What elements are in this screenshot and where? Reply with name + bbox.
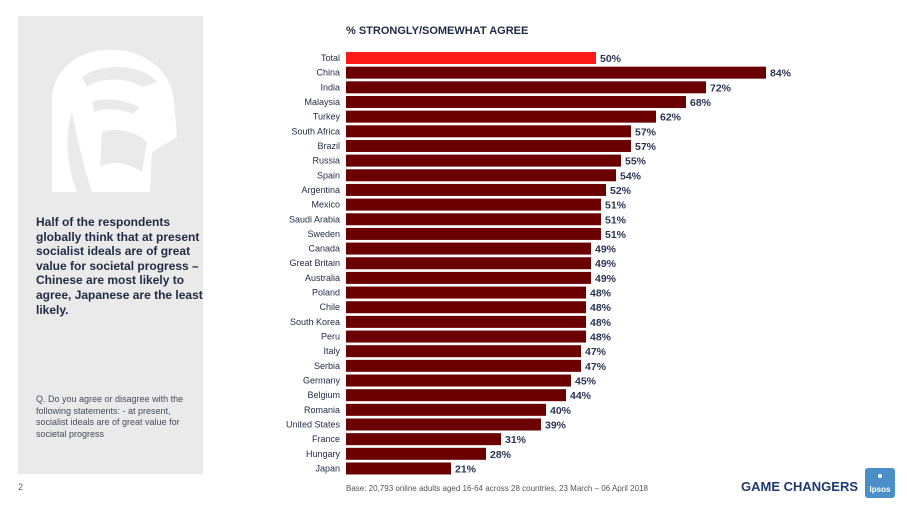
bar-united-states [346,418,541,431]
category-label-sweden: Sweden [307,229,340,239]
category-label-total: Total [321,53,340,63]
category-label-saudi-arabia: Saudi Arabia [289,214,340,224]
value-label-brazil: 57% [635,141,657,153]
value-label-australia: 49% [595,273,617,285]
left-panel: Half of the respondents globally think t… [18,16,203,474]
category-label-italy: Italy [323,346,340,356]
value-label-serbia: 47% [585,361,607,373]
bar-brazil [346,139,631,152]
category-label-hungary: Hungary [306,449,341,459]
category-label-belgium: Belgium [307,390,340,400]
bar-germany [346,374,571,387]
bar-italy [346,345,581,358]
bar-great-britain [346,257,591,270]
value-label-poland: 48% [590,288,612,300]
value-label-germany: 45% [575,376,597,388]
bar-south-korea [346,315,586,328]
bar-india [346,81,706,94]
category-label-great-britain: Great Britain [289,258,340,268]
value-label-turkey: 62% [660,112,682,124]
category-label-russia: Russia [312,156,340,166]
bar-france [346,433,501,446]
value-label-japan: 21% [455,463,477,475]
category-label-south-africa: South Africa [291,126,340,136]
logo-dot-icon [878,474,882,478]
bar-japan [346,462,451,475]
page-number: 2 [18,482,24,492]
bar-argentina [346,183,606,196]
bar-mexico [346,198,601,211]
chart-title: % STRONGLY/SOMEWHAT AGREE [346,25,529,37]
category-label-india: India [320,82,340,92]
bar-russia [346,154,621,167]
value-label-united-states: 39% [545,420,567,432]
value-label-india: 72% [710,82,732,94]
value-label-malaysia: 68% [690,97,712,109]
category-label-japan: Japan [315,463,340,473]
bar-canada [346,242,591,255]
value-label-italy: 47% [585,346,607,358]
category-label-serbia: Serbia [314,361,340,371]
category-label-canada: Canada [308,244,340,254]
category-label-turkey: Turkey [313,112,341,122]
category-label-peru: Peru [321,332,340,342]
bar-total [346,52,596,64]
category-label-malaysia: Malaysia [304,97,340,107]
bar-spain [346,169,616,182]
category-label-poland: Poland [312,288,340,298]
category-label-brazil: Brazil [317,141,340,151]
value-label-total: 50% [600,53,622,65]
bar-peru [346,330,586,343]
bar-china [346,66,766,79]
bar-chile [346,301,586,314]
category-label-argentina: Argentina [301,185,340,195]
value-label-france: 31% [505,434,527,446]
bar-turkey [346,110,656,123]
value-label-great-britain: 49% [595,258,617,270]
category-label-south-korea: South Korea [290,317,340,327]
bar-south-africa [346,125,631,138]
value-label-china: 84% [770,68,792,80]
portrait-illustration [52,49,177,192]
category-label-australia: Australia [305,273,340,283]
ipsos-logo: Ipsos [865,468,895,498]
category-label-romania: Romania [304,405,340,415]
value-label-spain: 54% [620,170,642,182]
value-label-peru: 48% [590,332,612,344]
bar-hungary [346,447,486,460]
bar-malaysia [346,95,686,108]
value-label-canada: 49% [595,244,617,256]
bar-serbia [346,359,581,372]
bar-saudi-arabia [346,213,601,226]
value-label-russia: 55% [625,156,647,168]
category-label-mexico: Mexico [311,200,340,210]
value-label-south-africa: 57% [635,126,657,138]
bar-australia [346,271,591,284]
bar-poland [346,286,586,299]
footer-tag: GAME CHANGERS [741,479,859,494]
category-label-germany: Germany [303,376,341,386]
value-label-hungary: 28% [490,449,512,461]
category-label-united-states: United States [286,420,341,430]
value-label-chile: 48% [590,302,612,314]
value-label-mexico: 51% [605,200,627,212]
value-label-belgium: 44% [570,390,592,402]
value-label-south-korea: 48% [590,317,612,329]
question-text: Q. Do you agree or disagree with the fol… [36,394,184,439]
category-label-chile: Chile [319,302,340,312]
value-label-argentina: 52% [610,185,632,197]
value-label-saudi-arabia: 51% [605,214,627,226]
bar-belgium [346,389,566,402]
bar-romania [346,403,546,416]
value-label-romania: 40% [550,405,572,417]
category-label-china: China [316,68,340,78]
base-note: Base: 20,793 online adults aged 16-64 ac… [346,484,648,493]
category-label-spain: Spain [317,170,340,180]
bar-sweden [346,227,601,240]
value-label-sweden: 51% [605,229,627,241]
logo-text: Ipsos [869,485,891,494]
summary-text: Half of the respondents globally think t… [36,215,203,317]
category-label-france: France [312,434,340,444]
